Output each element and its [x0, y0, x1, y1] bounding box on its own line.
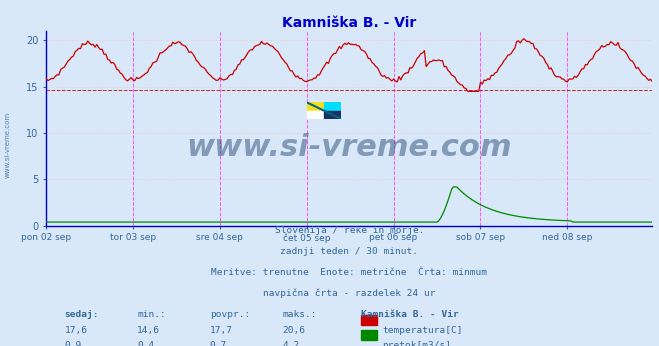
Text: 14,6: 14,6	[137, 326, 160, 335]
Text: Kamniška B. - Vir: Kamniška B. - Vir	[361, 310, 459, 319]
Text: 0,7: 0,7	[210, 342, 227, 346]
Bar	[307, 110, 324, 119]
Text: 0,9: 0,9	[65, 342, 82, 346]
Text: maks.:: maks.:	[283, 310, 317, 319]
Text: 20,6: 20,6	[283, 326, 306, 335]
Bar	[361, 330, 376, 340]
Text: 4,2: 4,2	[283, 342, 300, 346]
Text: www.si-vreme.com: www.si-vreme.com	[186, 134, 512, 162]
Title: Kamniška B. - Vir: Kamniška B. - Vir	[282, 16, 416, 30]
Text: www.si-vreme.com: www.si-vreme.com	[5, 112, 11, 179]
Text: min.:: min.:	[137, 310, 166, 319]
Text: Slovenija / reke in morje.: Slovenija / reke in morje.	[275, 226, 424, 235]
Text: zadnji teden / 30 minut.: zadnji teden / 30 minut.	[280, 247, 418, 256]
Text: 0,4: 0,4	[137, 342, 154, 346]
Text: 17,6: 17,6	[65, 326, 88, 335]
Text: Meritve: trenutne  Enote: metrične  Črta: minmum: Meritve: trenutne Enote: metrične Črta: …	[212, 268, 487, 277]
Bar	[307, 102, 324, 110]
Bar	[324, 110, 341, 119]
Text: povpr.:: povpr.:	[210, 310, 250, 319]
Text: sedaj:: sedaj:	[65, 310, 99, 319]
Text: navpična črta - razdelek 24 ur: navpična črta - razdelek 24 ur	[263, 289, 436, 298]
Bar	[361, 315, 376, 325]
Bar	[324, 102, 341, 110]
Text: pretok[m3/s]: pretok[m3/s]	[383, 342, 451, 346]
Text: 17,7: 17,7	[210, 326, 233, 335]
Text: temperatura[C]: temperatura[C]	[383, 326, 463, 335]
